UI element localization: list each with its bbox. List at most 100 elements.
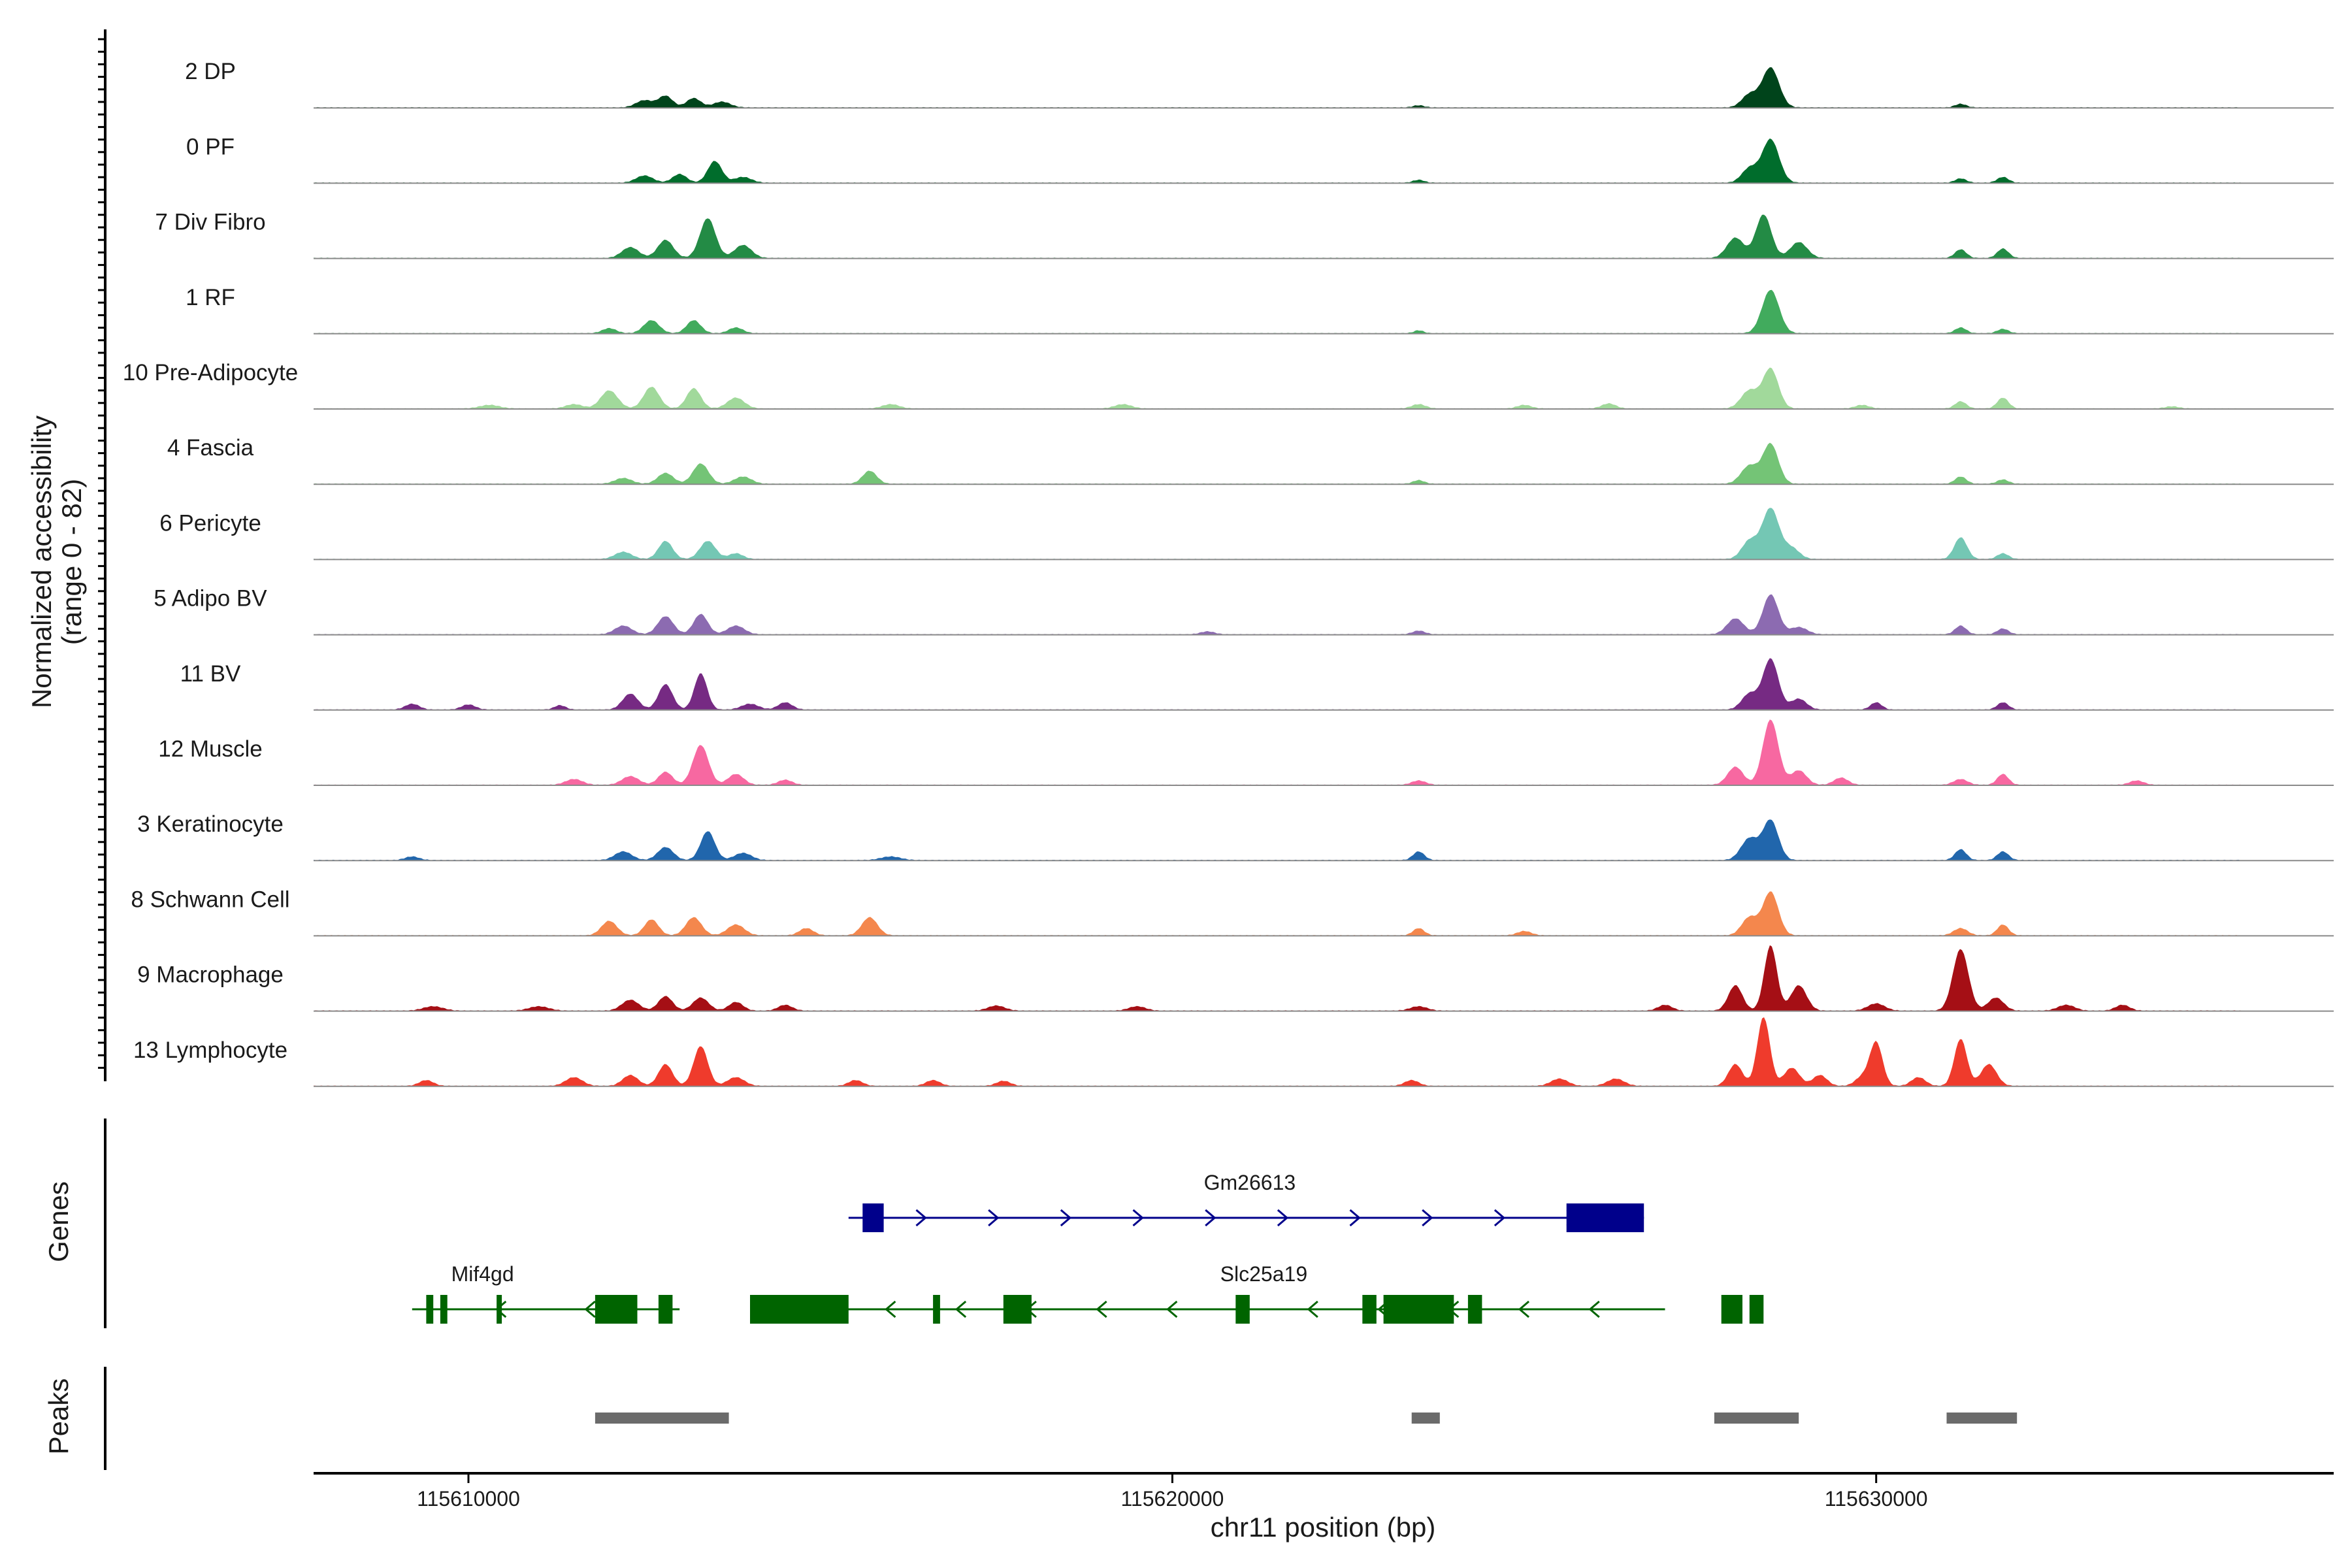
- coverage-area: [314, 1017, 2241, 1086]
- track-1: 2 DP: [185, 59, 2334, 109]
- y-axis: [98, 29, 106, 1081]
- gene-Gm26613: Gm26613: [848, 1171, 1644, 1232]
- exon: [1749, 1295, 1764, 1324]
- gene-label: Mif4gd: [451, 1262, 514, 1286]
- strand-arrow: [1588, 1300, 1600, 1318]
- strand-arrow: [1096, 1300, 1107, 1318]
- exon: [1362, 1295, 1377, 1324]
- track-label: 0 PF: [186, 134, 235, 159]
- track-11: 3 Keratinocyte: [137, 811, 2334, 862]
- coverage-area: [314, 367, 2241, 409]
- x-tick-label: 115620000: [1121, 1487, 1224, 1511]
- coverage-area: [314, 214, 2241, 259]
- exon: [497, 1295, 502, 1324]
- strand-arrow: [988, 1209, 1000, 1227]
- exon: [1003, 1295, 1032, 1324]
- coverage-area: [314, 594, 2241, 635]
- track-10: 12 Muscle: [158, 719, 2334, 786]
- coverage-area: [314, 289, 2241, 334]
- coverage-area: [314, 719, 2241, 785]
- strand-arrow: [1277, 1209, 1289, 1227]
- track-label: 9 Macrophage: [137, 962, 284, 988]
- track-label: 8 Schwann Cell: [131, 887, 289, 912]
- gene-label: Slc25a19: [1220, 1262, 1307, 1286]
- strand-arrow: [1166, 1300, 1178, 1318]
- track-label: 3 Keratinocyte: [137, 811, 284, 837]
- track-4: 1 RF: [186, 285, 2334, 335]
- x-tick-label: 115630000: [1825, 1487, 1928, 1511]
- gene-track: Genes Gm26613 Mif4gd Slc25a19: [43, 1119, 1764, 1328]
- track-3: 7 Div Fibro: [155, 210, 2334, 259]
- track-2: 0 PF: [186, 134, 2334, 184]
- peak-region: [1714, 1413, 1799, 1424]
- track-label: 10 Pre-Adipocyte: [123, 360, 298, 385]
- strand-arrow: [1060, 1209, 1072, 1227]
- coverage-area: [314, 658, 2241, 710]
- track-label: 6 Pericyte: [159, 510, 261, 536]
- coverage-area: [314, 945, 2241, 1011]
- track-label: 12 Muscle: [158, 736, 263, 762]
- exon: [1235, 1295, 1250, 1324]
- track-14: 13 Lymphocyte: [133, 1017, 2334, 1087]
- track-label: 2 DP: [185, 59, 236, 84]
- track-6: 4 Fascia: [167, 435, 2334, 485]
- coverage-area: [314, 442, 2241, 485]
- coverage-area: [314, 138, 2241, 184]
- strand-arrow: [1349, 1209, 1361, 1227]
- track-label: 13 Lymphocyte: [133, 1037, 287, 1063]
- exon: [595, 1295, 638, 1324]
- peaks-track-label: Peaks: [43, 1379, 74, 1455]
- coverage-tracks: 2 DP 0 PF 7 Div Fibro 1 RF 10 Pre-Adipocyte 4…: [123, 59, 2334, 1087]
- track-label: 5 Adipo BV: [154, 586, 267, 612]
- coverage-area: [314, 508, 2241, 560]
- exon: [933, 1295, 940, 1324]
- strand-arrow: [584, 1300, 596, 1318]
- peak-region: [1946, 1413, 2017, 1424]
- track-5: 10 Pre-Adipocyte: [123, 360, 2334, 410]
- exon: [426, 1295, 434, 1324]
- track-label: 4 Fascia: [167, 435, 254, 461]
- peak-track: Peaks: [43, 1367, 2017, 1470]
- track-9: 11 BV: [180, 658, 2334, 711]
- gene-label: Gm26613: [1204, 1171, 1296, 1194]
- strand-arrow: [885, 1300, 896, 1318]
- peak-region: [595, 1413, 729, 1424]
- track-label: 1 RF: [186, 285, 235, 310]
- strand-arrow: [1205, 1209, 1217, 1227]
- track-label: 7 Div Fibro: [155, 210, 265, 235]
- exon: [440, 1295, 448, 1324]
- strand-arrow: [1132, 1209, 1144, 1227]
- exon: [1383, 1295, 1454, 1324]
- strand-arrow: [1518, 1300, 1530, 1318]
- coverage-area: [314, 819, 2241, 861]
- track-7: 6 Pericyte: [159, 508, 2334, 561]
- genes-track-label: Genes: [43, 1181, 74, 1262]
- strand-arrow: [915, 1209, 927, 1227]
- exon: [1467, 1295, 1482, 1324]
- y-axis-title-line2: (range 0 - 82): [56, 479, 87, 645]
- strand-arrow: [1494, 1209, 1506, 1227]
- y-axis-title-line1: Normalized accessibility: [26, 416, 57, 708]
- y-axis-label: Normalized accessibility (range 0 - 82): [26, 416, 87, 708]
- exon: [658, 1295, 673, 1324]
- gene-Mif4gd: Mif4gd: [412, 1262, 680, 1324]
- exon: [1566, 1203, 1644, 1232]
- gene-Slc25a19: Slc25a19: [750, 1262, 1764, 1324]
- exon: [862, 1203, 884, 1232]
- strand-arrow: [1422, 1209, 1433, 1227]
- x-axis-title: chr11 position (bp): [1211, 1512, 1436, 1543]
- strand-arrow: [1307, 1300, 1318, 1318]
- peak-region: [1411, 1413, 1440, 1424]
- track-12: 8 Schwann Cell: [131, 887, 2334, 937]
- track-label: 11 BV: [180, 661, 241, 687]
- coverage-area: [314, 891, 2241, 936]
- exon: [1721, 1295, 1742, 1324]
- x-tick-label: 115610000: [417, 1487, 520, 1511]
- exon: [750, 1295, 849, 1324]
- strand-arrow: [955, 1300, 967, 1318]
- track-8: 5 Adipo BV: [154, 586, 2334, 636]
- track-13: 9 Macrophage: [137, 945, 2334, 1012]
- x-axis: chr11 position (bp) 115610000 115620000 11…: [314, 1472, 2334, 1543]
- coverage-area: [314, 67, 2241, 108]
